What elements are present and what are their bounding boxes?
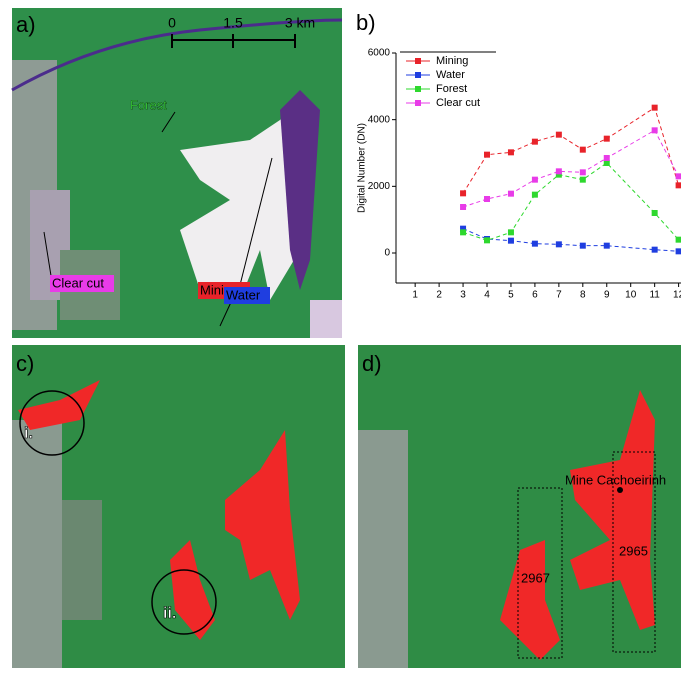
legend-marker: [415, 86, 421, 92]
point: [508, 149, 514, 155]
point: [508, 238, 514, 244]
scale-label: 0: [168, 15, 176, 31]
point: [676, 182, 681, 188]
point: [460, 204, 466, 210]
annotation: ii.: [163, 605, 176, 622]
x-tick-label: 10: [625, 290, 637, 301]
annotation: 2967: [521, 570, 550, 585]
point: [484, 152, 490, 158]
point: [532, 139, 538, 145]
point: [556, 132, 562, 138]
x-tick-label: 1: [412, 290, 418, 301]
annotation: i.: [24, 425, 33, 442]
point: [532, 192, 538, 198]
x-tick-label: 6: [532, 290, 538, 301]
panel-label: c): [16, 351, 34, 376]
x-tick-label: 2: [436, 290, 442, 301]
chart: 0200040006000123456789101112S2A bandsDig…: [357, 48, 681, 321]
panel-label: b): [356, 10, 376, 35]
series-line: [463, 108, 679, 194]
legend-label: Mining: [436, 55, 468, 67]
point: [460, 229, 466, 235]
point: [508, 191, 514, 197]
x-tick-label: 11: [649, 290, 660, 301]
point: [652, 105, 658, 111]
point: [580, 147, 586, 153]
panel-label: a): [16, 12, 36, 37]
point: [676, 248, 681, 254]
point: [652, 247, 658, 253]
point: [676, 237, 681, 243]
y-tick-label: 0: [384, 248, 390, 259]
x-tick-label: 8: [580, 290, 586, 301]
point: [652, 210, 658, 216]
x-axis-label: S2A bands: [512, 309, 566, 321]
x-tick-label: 3: [460, 290, 466, 301]
annotation: Water: [226, 287, 261, 302]
point: [676, 173, 681, 179]
annotation: Forest: [130, 97, 167, 112]
y-tick-label: 2000: [368, 181, 391, 192]
legend-label: Clear cut: [436, 97, 480, 109]
y-axis-label: Digital Number (DN): [357, 123, 368, 213]
legend-marker: [415, 72, 421, 78]
point: [604, 136, 610, 142]
x-tick-label: 12: [673, 290, 681, 301]
point: [580, 169, 586, 175]
point: [532, 177, 538, 183]
x-tick-label: 9: [604, 290, 610, 301]
point: [556, 168, 562, 174]
legend-marker: [415, 100, 421, 106]
point: [508, 229, 514, 235]
panel-c-image: [12, 345, 345, 668]
series-line: [463, 229, 679, 252]
x-tick-label: 5: [508, 290, 514, 301]
point: [604, 243, 610, 249]
point: [580, 177, 586, 183]
point: [652, 127, 658, 133]
scale-label: 3 km: [285, 15, 315, 31]
point: [484, 237, 490, 243]
y-tick-label: 4000: [368, 114, 391, 125]
annotation: 2965: [619, 543, 648, 558]
figure: a) 0 1.5 3 km Forest Mining Clear cut Wa…: [0, 0, 681, 668]
point: [556, 241, 562, 247]
point: [532, 241, 538, 247]
legend-label: Water: [436, 69, 465, 81]
legend-marker: [415, 58, 421, 64]
point: [484, 196, 490, 202]
point: [580, 243, 586, 249]
panel-label: d): [362, 351, 382, 376]
y-tick-label: 6000: [368, 48, 391, 59]
scale-label: 1.5: [223, 15, 243, 31]
point: [604, 155, 610, 161]
x-tick-label: 4: [484, 290, 490, 301]
annotation: Mine Cachoeirinh: [565, 472, 666, 487]
legend-label: Forest: [436, 83, 467, 95]
x-tick-label: 7: [556, 290, 562, 301]
series-line: [463, 163, 679, 240]
annotation: Clear cut: [52, 275, 104, 290]
panel-d-image: [358, 345, 681, 668]
point: [460, 190, 466, 196]
